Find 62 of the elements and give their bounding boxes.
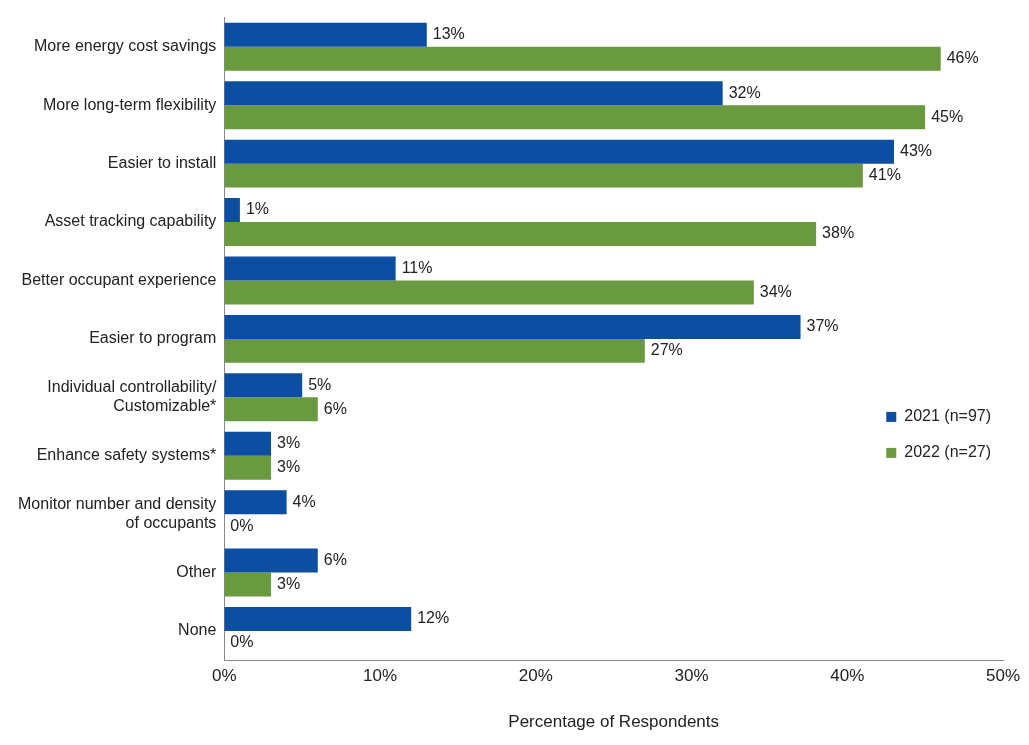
y-tick-label: More long-term flexibility xyxy=(42,95,217,113)
bar xyxy=(224,222,817,247)
data-label: 5% xyxy=(308,375,332,393)
bar xyxy=(224,81,723,106)
legend-label: 2021 (n=97) xyxy=(904,407,991,425)
bar xyxy=(224,105,926,130)
data-label: 12% xyxy=(417,609,450,627)
bar xyxy=(224,455,272,480)
data-label: 43% xyxy=(899,142,933,160)
data-label: 37% xyxy=(806,317,839,335)
data-label: 34% xyxy=(759,282,792,300)
data-label: 45% xyxy=(931,107,964,125)
data-label: 13% xyxy=(432,25,465,43)
x-axis-title: Percentage of Respondents xyxy=(508,712,720,732)
bar xyxy=(224,139,894,164)
data-label: 41% xyxy=(868,166,901,184)
bar xyxy=(224,431,272,456)
y-tick-label: Monitor number and density of occupants xyxy=(18,494,217,532)
bar xyxy=(224,314,801,339)
data-label: 3% xyxy=(277,434,301,452)
y-tick-label: Easier to program xyxy=(89,329,217,347)
y-tick-label: Better occupant experience xyxy=(21,270,217,288)
x-tick-label: 20% xyxy=(518,666,553,686)
bar xyxy=(224,572,272,597)
data-label: 32% xyxy=(728,83,761,101)
bar xyxy=(224,280,754,305)
y-tick-label: Other xyxy=(176,562,217,580)
bar xyxy=(224,163,863,188)
bar xyxy=(224,607,412,631)
bar xyxy=(224,46,941,71)
y-tick-label: Individual controllability/ Customizable* xyxy=(47,378,217,415)
y-tick-label: Easier to install xyxy=(107,154,217,172)
y-tick-label: Enhance safety systems* xyxy=(36,446,217,464)
data-label: 27% xyxy=(650,341,683,359)
data-label: 6% xyxy=(323,399,347,417)
x-tick-label: 0% xyxy=(212,666,237,686)
data-label: 1% xyxy=(245,200,270,218)
bar xyxy=(224,338,645,363)
data-label: 0% xyxy=(230,633,254,651)
bar xyxy=(224,490,287,515)
x-tick-label: 10% xyxy=(363,666,398,686)
data-label: 46% xyxy=(946,49,979,67)
legend-label: 2022 (n=27) xyxy=(904,443,991,461)
data-label: 0% xyxy=(230,516,254,534)
bar xyxy=(224,397,318,422)
y-tick-label: More energy cost savings xyxy=(34,37,217,55)
data-label: 38% xyxy=(822,224,855,242)
y-tick-label: None xyxy=(178,621,217,639)
x-tick-label: 40% xyxy=(830,666,865,686)
data-label: 6% xyxy=(323,551,347,568)
data-label: 3% xyxy=(277,574,301,592)
bar xyxy=(224,22,427,47)
x-tick-label: 30% xyxy=(674,666,709,686)
data-label: 4% xyxy=(292,492,316,510)
data-label: 3% xyxy=(277,458,301,476)
data-label: 11% xyxy=(401,258,433,276)
bar xyxy=(224,548,318,573)
x-tick-label: 50% xyxy=(985,666,1021,686)
y-tick-label: Asset tracking capability xyxy=(44,212,217,230)
bar xyxy=(224,373,303,398)
bar xyxy=(224,256,396,281)
bar xyxy=(224,198,240,223)
